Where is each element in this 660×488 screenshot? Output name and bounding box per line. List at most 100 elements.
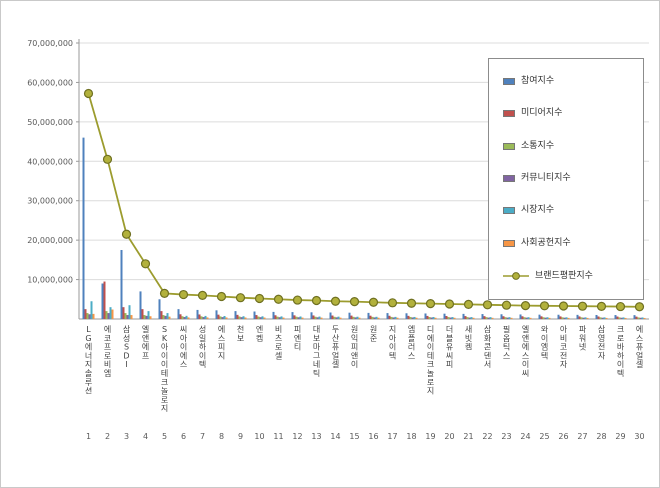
bar-segment: [599, 317, 602, 319]
bar-segment: [221, 317, 224, 319]
rank-label: 8: [219, 432, 224, 441]
bar-segment: [445, 316, 448, 319]
rank-label: 26: [558, 432, 568, 441]
bar-segment: [373, 317, 376, 319]
svg-text:얼: 얼: [636, 350, 643, 360]
bar-segment: [257, 316, 260, 319]
bar-segment: [181, 316, 184, 319]
bar-segment: [375, 316, 378, 319]
line-marker: [444, 299, 455, 309]
svg-text:테: 테: [161, 369, 168, 378]
bar-segment: [126, 315, 129, 319]
legend-line-sample: [503, 272, 529, 281]
bar-segment: [314, 316, 317, 319]
bar-segment: [225, 317, 228, 319]
legend-label: 참여지수: [521, 75, 555, 86]
line-marker: [482, 300, 493, 310]
svg-text:이: 이: [541, 333, 548, 343]
svg-text:K: K: [162, 334, 168, 343]
bar-segment: [388, 315, 391, 319]
bar-segment: [320, 317, 323, 319]
bar-segment: [485, 317, 488, 319]
rank-label: 21: [463, 432, 473, 441]
bar-segment: [255, 315, 258, 319]
bar-segment: [295, 316, 298, 319]
line-marker: [159, 288, 170, 298]
bar-segment: [508, 317, 511, 319]
line-marker: [292, 295, 303, 305]
line-marker: [520, 300, 531, 311]
legend-label: 미디어지수: [521, 108, 563, 119]
bar-segment: [409, 316, 412, 319]
bar-segment: [147, 311, 150, 319]
bar-segment: [635, 316, 638, 319]
svg-text:워: 워: [579, 334, 586, 343]
bar-segment: [263, 317, 266, 319]
rank-label: 3: [124, 432, 129, 441]
svg-text:대: 대: [313, 325, 320, 334]
rank-label: 1: [86, 432, 91, 441]
bar-segment: [519, 314, 522, 319]
line-marker: [83, 88, 94, 99]
svg-text:파: 파: [579, 325, 587, 334]
bar-segment: [120, 250, 123, 319]
svg-text:크: 크: [427, 360, 434, 369]
svg-text:씨: 씨: [522, 369, 529, 378]
svg-text:마: 마: [313, 343, 321, 352]
svg-text:보: 보: [237, 334, 244, 343]
svg-text:로: 로: [275, 343, 282, 352]
svg-text:두: 두: [332, 325, 339, 334]
svg-text:코: 코: [560, 343, 567, 352]
svg-text:하: 하: [617, 350, 625, 360]
svg-text:퓨: 퓨: [332, 343, 339, 352]
svg-text:크: 크: [617, 325, 624, 334]
bar-segment: [358, 317, 361, 319]
svg-text:엘: 엘: [142, 324, 149, 334]
svg-text:션: 션: [85, 386, 92, 396]
svg-text:놀: 놀: [161, 387, 168, 396]
line-marker: [596, 301, 607, 311]
svg-text:피: 피: [218, 343, 225, 352]
bar-segment: [356, 316, 359, 319]
svg-text:씨: 씨: [446, 351, 453, 360]
svg-text:영: 영: [598, 333, 605, 343]
svg-text:에: 에: [218, 325, 225, 334]
line-marker: [254, 293, 265, 304]
bar-segment: [578, 316, 581, 319]
legend-item: 커뮤니티지수: [503, 173, 639, 183]
svg-text:셀: 셀: [636, 359, 643, 369]
bar-segment: [240, 317, 243, 319]
line-marker: [577, 301, 588, 311]
bar-segment: [282, 317, 285, 319]
bar-segment: [523, 317, 526, 319]
bar-segment: [141, 309, 144, 319]
legend-item: 소통지수: [503, 141, 639, 151]
svg-text:에: 에: [85, 343, 92, 352]
bar-segment: [122, 307, 125, 319]
legend-label: 사회공헌지수: [521, 237, 571, 248]
bar-segment: [158, 299, 161, 319]
bar-segment: [280, 316, 283, 319]
bar-segment: [179, 314, 182, 319]
bar-segment: [352, 316, 355, 319]
bar-segment: [128, 305, 131, 319]
bar-segment: [301, 317, 304, 319]
bar-segment: [92, 313, 95, 319]
svg-text:블: 블: [446, 333, 453, 343]
rank-label: 9: [238, 432, 243, 441]
svg-text:퓨: 퓨: [636, 343, 643, 352]
svg-text:텍: 텍: [199, 359, 206, 369]
bar-segment: [149, 316, 152, 319]
bar-segment: [162, 315, 165, 319]
rank-label: 20: [444, 432, 454, 441]
svg-text:이: 이: [199, 350, 206, 360]
bar-segment: [215, 310, 218, 319]
bar-segment: [261, 316, 264, 319]
legend-label: 브랜드평판지수: [535, 270, 593, 281]
